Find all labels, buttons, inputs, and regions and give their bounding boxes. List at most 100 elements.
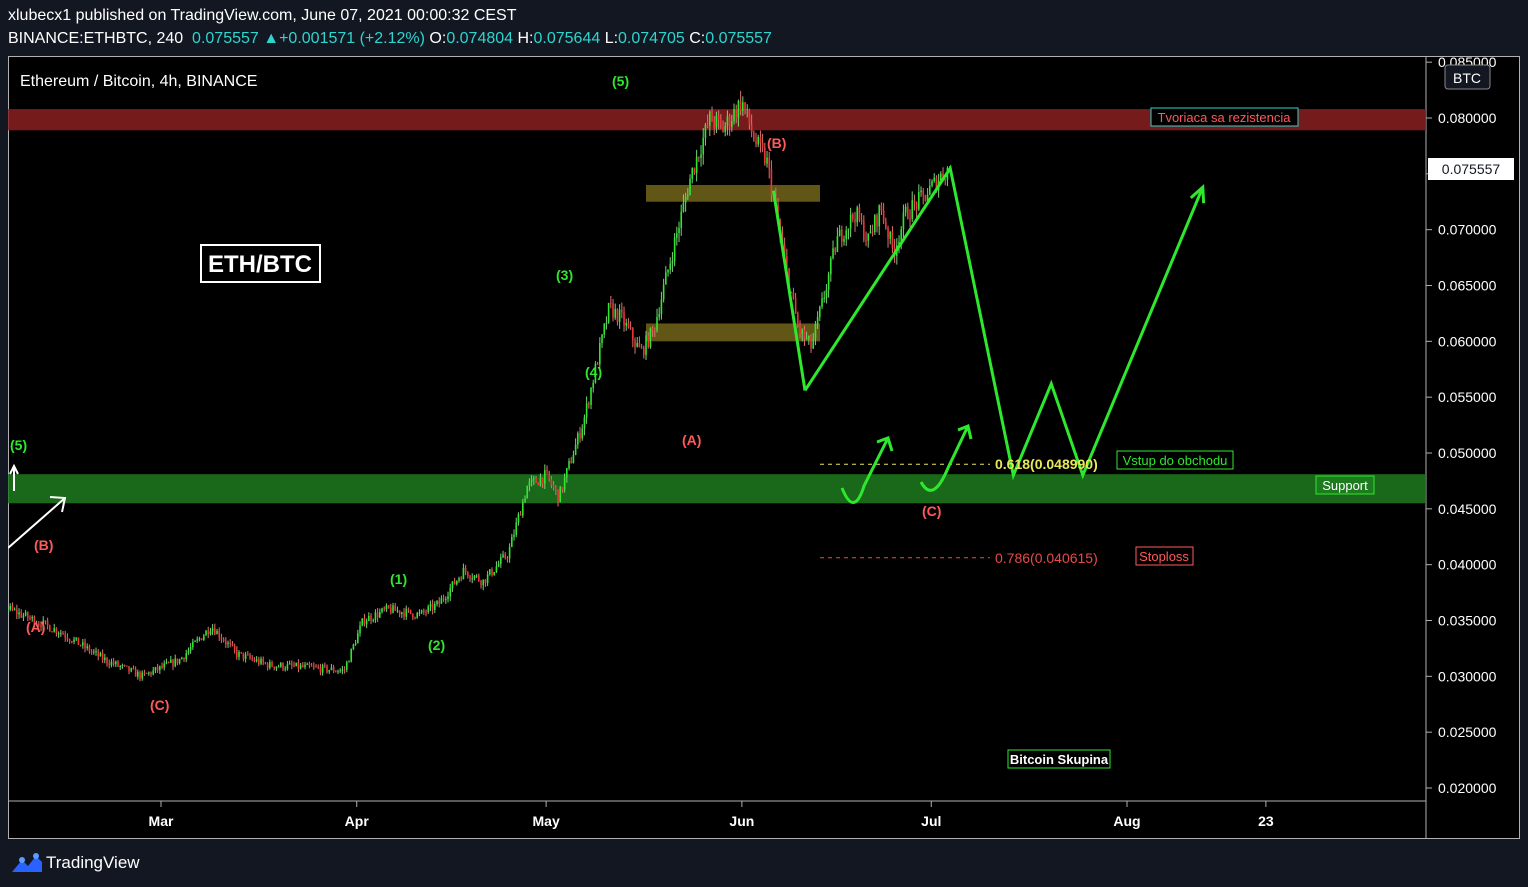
candle-body: [330, 667, 333, 670]
candle-body: [891, 231, 894, 248]
price-chart[interactable]: 0.0850000.0800000.0750000.0700000.065000…: [0, 54, 1520, 839]
candle-body: [427, 606, 430, 613]
candle-body: [522, 501, 524, 516]
candle-body: [515, 522, 518, 535]
candle-body: [88, 646, 91, 652]
price-change: +0.001571 (+2.12%): [279, 30, 425, 47]
candle-body: [192, 641, 194, 648]
wave-5-left: (5): [10, 437, 27, 453]
candle-body: [838, 229, 841, 237]
candle-body: [447, 596, 449, 600]
zone-1: [8, 474, 1426, 504]
candle-body: [183, 657, 185, 660]
candle-body: [735, 108, 738, 118]
candle-body: [871, 231, 874, 233]
candle-body: [71, 641, 73, 643]
symbol[interactable]: BINANCE:ETHBTC, 240: [8, 30, 184, 47]
candle-body: [889, 231, 892, 239]
candle-body: [165, 662, 168, 664]
candle-body: [632, 328, 634, 341]
candle-body: [629, 327, 632, 329]
candle-body: [379, 611, 381, 618]
candle-body: [843, 239, 845, 242]
candle-body: [104, 657, 106, 660]
candle-body: [82, 642, 84, 646]
candle-body: [552, 485, 555, 488]
candle-body: [786, 256, 788, 269]
candle-body: [678, 228, 680, 234]
candle-body: [819, 306, 821, 317]
ohlc-line: BINANCE:ETHBTC, 240 0.075557 ▲+0.001571 …: [8, 30, 772, 48]
currency-badge[interactable]: [1444, 64, 1491, 90]
candle-body: [335, 671, 337, 673]
candle-body: [255, 659, 258, 662]
support-tag-box: [1315, 475, 1375, 495]
candle-body: [601, 334, 603, 343]
candle-body: [695, 156, 698, 173]
candle-body: [715, 115, 718, 128]
wave-b: (B): [767, 135, 786, 151]
candle-body: [863, 220, 865, 241]
candle-body: [845, 230, 848, 240]
candle-body: [132, 668, 135, 670]
candle-body: [40, 624, 42, 628]
candle-body: [401, 612, 403, 615]
candle-body: [827, 274, 830, 290]
y-tick-label: 0.065000: [1438, 278, 1497, 294]
candle-body: [181, 657, 183, 660]
candle-body: [849, 214, 852, 229]
candle-body: [251, 658, 254, 660]
candle-body: [119, 665, 122, 667]
candle-body: [865, 240, 867, 242]
candle-body: [621, 309, 623, 313]
candle-body: [328, 669, 331, 672]
candle-body: [511, 536, 513, 548]
candle-body: [467, 571, 469, 577]
candle-body: [746, 109, 749, 111]
candle-body: [258, 659, 260, 664]
tradingview-logo-text[interactable]: TradingView: [46, 853, 140, 872]
candle-body: [20, 612, 23, 618]
candle-body: [489, 569, 491, 575]
candle-body: [805, 338, 808, 340]
candle-body: [852, 214, 854, 219]
candle-body: [284, 668, 287, 670]
candle-body: [346, 662, 348, 670]
candle-body: [634, 340, 636, 347]
projection-wedge: [771, 190, 807, 391]
candle-body: [222, 639, 225, 642]
candle-body: [935, 177, 938, 191]
candle-body: [170, 659, 172, 663]
candle-body: [134, 668, 137, 677]
stoploss-tag: Stoploss: [1139, 549, 1189, 564]
candle-body: [464, 567, 467, 572]
resistance-tag: Tvoriaca sa rezistencia: [1158, 110, 1292, 125]
candle-body: [764, 147, 766, 164]
candle-body: [726, 116, 729, 126]
candle-body: [123, 664, 126, 666]
candle-body: [337, 671, 339, 673]
candle-body: [407, 608, 410, 610]
candle-body: [478, 575, 480, 581]
candle-body: [159, 665, 161, 671]
x-tick-label: Apr: [345, 813, 370, 829]
candle-body: [909, 218, 911, 220]
candle-body: [834, 248, 837, 252]
tradingview-logo-icon[interactable]: [10, 852, 44, 874]
candle-body: [236, 649, 238, 657]
x-tick-label: May: [533, 813, 560, 829]
candle-body: [383, 608, 386, 610]
bounce-arrow-2: [919, 425, 970, 492]
candle-body: [720, 118, 722, 124]
chart-frame[interactable]: 0.0850000.0800000.0750000.0700000.065000…: [0, 54, 1520, 839]
last-price: 0.075557: [192, 30, 259, 47]
candle-body: [647, 335, 650, 347]
candle-body: [130, 668, 133, 672]
candle-body: [640, 347, 643, 349]
candle-body: [275, 666, 278, 669]
chart-border: [8, 56, 1520, 839]
candle-body: [847, 228, 850, 231]
candle-body: [579, 433, 581, 439]
candle-body: [645, 335, 647, 355]
candle-body: [385, 605, 388, 610]
